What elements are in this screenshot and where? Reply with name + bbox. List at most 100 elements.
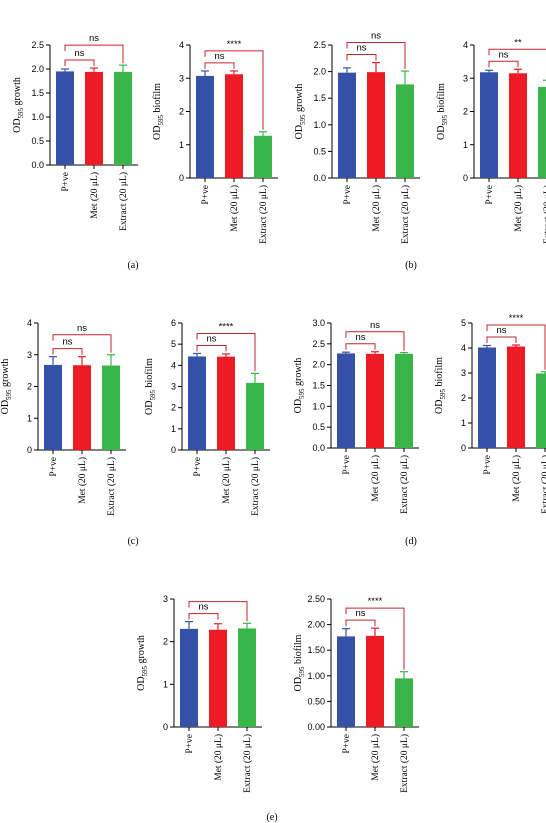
bar-pve bbox=[188, 356, 206, 450]
bar-met bbox=[85, 71, 103, 165]
bar-met bbox=[367, 72, 385, 178]
panel-label: (c) bbox=[127, 536, 138, 547]
category-label: P+ve bbox=[483, 455, 493, 475]
significance-label-long: **** bbox=[219, 321, 234, 332]
chart-4: OD595 biofilm 0 1 2 3 4 P+ve Met (20 μL) Extract… bbox=[436, 37, 546, 244]
bar-met bbox=[209, 629, 227, 727]
significance-label-long: ns bbox=[77, 323, 87, 334]
y-tick-label: 5 bbox=[171, 339, 176, 349]
bar-met bbox=[507, 346, 525, 448]
y-tick-label: 2 bbox=[461, 393, 466, 403]
y-tick-label: 2.50 bbox=[307, 594, 325, 604]
chart-8: OD595 biofilm 0 1 2 3 4 5 P+ve Met (20 μL) Extrac… bbox=[434, 313, 546, 514]
chart-5: OD595 growth 0 1 2 3 4 P+ve Met (20 μL) Extract … bbox=[0, 318, 126, 516]
y-axis-label-main: OD bbox=[12, 118, 23, 132]
y-tick-label: 1 bbox=[27, 413, 32, 423]
y-tick-label: 2.5 bbox=[31, 40, 44, 50]
chart-2: OD595 biofilm 0 1 2 3 4 P+ve Met (20 μL) Extract… bbox=[152, 39, 278, 244]
bar-met bbox=[217, 356, 235, 450]
bar-met bbox=[509, 73, 527, 178]
significance-label-short: ns bbox=[74, 48, 84, 59]
y-tick-label: 1.5 bbox=[312, 381, 325, 391]
y-tick-label: 4 bbox=[27, 318, 32, 328]
bar-pve bbox=[337, 636, 355, 727]
significance-label-short: ns bbox=[355, 608, 365, 619]
y-axis-label-rest: biofilm bbox=[434, 357, 445, 389]
significance-label-short: ns bbox=[62, 337, 72, 348]
category-label: P+ve bbox=[49, 457, 59, 477]
significance-bracket-long bbox=[196, 332, 256, 372]
y-tick-label: 0.0 bbox=[31, 160, 44, 170]
y-axis-label-subscript: 595 bbox=[149, 390, 157, 401]
significance-bracket-short bbox=[346, 54, 377, 61]
y-axis-label: OD595 biofilm bbox=[434, 357, 447, 414]
significance-bracket-short bbox=[196, 344, 227, 352]
y-axis-label: OD595 biofilm bbox=[144, 358, 157, 415]
bar-pve bbox=[44, 364, 62, 450]
y-tick-label: 0 bbox=[179, 173, 184, 183]
bar-met bbox=[366, 353, 384, 448]
y-tick-label: 0 bbox=[163, 722, 168, 732]
category-label: Extract (20 μL) bbox=[118, 172, 129, 231]
significance-bracket-long bbox=[345, 331, 405, 351]
y-tick-label: 0.5 bbox=[31, 136, 44, 146]
panel-label: (b) bbox=[405, 260, 417, 271]
y-axis-label-subscript: 595 bbox=[299, 114, 307, 125]
y-axis-label-rest: growth bbox=[293, 358, 304, 389]
y-axis-label-rest: growth bbox=[0, 359, 11, 390]
y-tick-label: 1.50 bbox=[307, 645, 325, 655]
y-tick-label: 4 bbox=[179, 40, 184, 50]
significance-label-short: ns bbox=[206, 333, 216, 344]
significance-bracket-short bbox=[345, 619, 376, 627]
significance-label-long: ns bbox=[89, 33, 99, 44]
y-axis-label-main: OD bbox=[294, 125, 305, 139]
y-tick-label: 1.0 bbox=[313, 120, 326, 130]
bar-pve bbox=[196, 75, 214, 178]
category-label: Met (20 μL) bbox=[370, 734, 381, 781]
category-label: Extract (20 μL) bbox=[399, 734, 410, 793]
bar-extract bbox=[114, 71, 132, 165]
y-tick-label: 1 bbox=[179, 140, 184, 150]
y-tick-label: 3 bbox=[163, 594, 168, 604]
y-axis-label: OD595 biofilm bbox=[152, 83, 165, 140]
y-axis-label-main: OD bbox=[152, 126, 163, 140]
significance-label-long: **** bbox=[368, 596, 383, 607]
y-tick-label: 2.0 bbox=[312, 360, 325, 370]
bar-pve bbox=[338, 72, 356, 178]
bar-pve bbox=[478, 347, 496, 448]
category-label: P+ve bbox=[342, 734, 352, 754]
significance-label-long: **** bbox=[509, 313, 524, 324]
y-axis-label-rest: biofilm bbox=[144, 358, 155, 390]
y-tick-label: 0 bbox=[171, 445, 176, 455]
y-axis-label-subscript: 595 bbox=[441, 115, 449, 126]
y-tick-label: 4 bbox=[461, 343, 466, 353]
y-axis-label-rest: growth bbox=[136, 635, 147, 666]
category-label: Extract (20 μL) bbox=[250, 457, 261, 516]
significance-bracket-short bbox=[204, 62, 235, 69]
y-tick-label: 2 bbox=[171, 403, 176, 413]
y-tick-label: 1 bbox=[163, 679, 168, 689]
category-label: Extract (20 μL) bbox=[258, 185, 269, 244]
y-axis-label-subscript: 595 bbox=[298, 666, 306, 677]
significance-label-long: ns bbox=[370, 320, 380, 331]
significance-bracket-long bbox=[345, 607, 405, 670]
chart-9: OD595 growth 0 1 2 3 P+ve Met (20 μL) Extract (… bbox=[136, 594, 262, 793]
y-tick-label: 0.50 bbox=[307, 696, 325, 706]
bar-pve bbox=[337, 353, 355, 448]
bar-pve bbox=[56, 71, 74, 165]
y-tick-label: 1.00 bbox=[307, 671, 325, 681]
y-tick-label: 2.5 bbox=[312, 339, 325, 349]
significance-label-short: ns bbox=[198, 602, 208, 613]
y-tick-label: 0 bbox=[27, 445, 32, 455]
category-label: Met (20 μL) bbox=[77, 457, 88, 504]
category-label: Extract (20 μL) bbox=[399, 455, 410, 514]
category-label: Extract (20 μL) bbox=[242, 734, 253, 793]
y-tick-label: 0.0 bbox=[312, 443, 325, 453]
panel-label: (d) bbox=[405, 536, 417, 547]
significance-bracket-short bbox=[64, 59, 95, 67]
significance-bracket-long bbox=[188, 601, 248, 622]
significance-bracket-short bbox=[188, 613, 219, 620]
y-tick-label: 1.5 bbox=[313, 93, 326, 103]
y-axis-label-main: OD bbox=[144, 401, 155, 415]
